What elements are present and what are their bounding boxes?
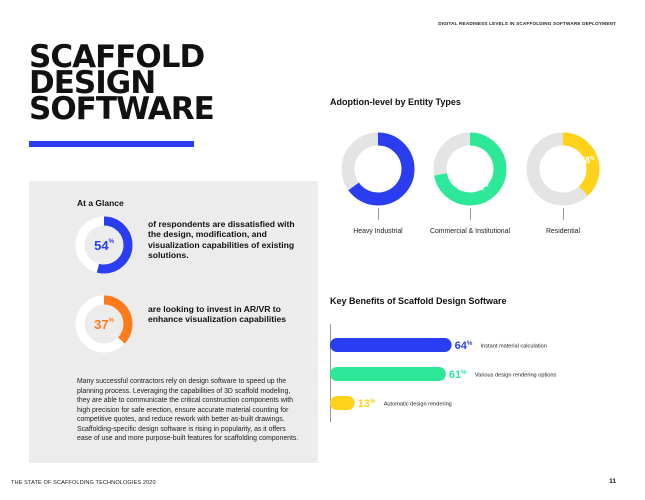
donut-category-label: Residential [545,228,581,235]
stat-description: are looking to invest in AR/VR to enhanc… [148,304,287,325]
title-line-3: SOFTWARE [29,91,215,127]
bar [330,338,452,352]
donut-chart: 38% [526,132,600,206]
glance-title: At a Glance [77,198,124,208]
donut-arc [526,132,600,206]
page-title: SCAFFOLD DESIGN SOFTWARE [29,39,215,127]
bar-value-label: 61% [449,369,467,381]
leader-line [378,208,379,220]
bar-category-label: Various design rendering options [475,373,557,379]
title-line-2: DESIGN [29,65,156,101]
donut-chart: 72% [433,132,507,206]
donut-value-label: 38% [580,155,595,165]
benefits-bar-chart: 64% Instant material calculation 61% Variou… [330,324,557,422]
donut-arc [433,132,507,206]
stat-description: of respondents are dissatisfied with the… [148,219,295,261]
stat-ring-dissatisfied [75,216,133,274]
donut-value-label: 72% [474,182,489,192]
donut-value-label: 65% [369,178,384,188]
bar [330,396,355,410]
bar-value-label: 64% [455,340,473,352]
leader-line [563,208,564,220]
page-number: 11 [609,478,616,485]
bar-category-label: Instant material calculation [481,344,547,350]
bar-value-label: 13% [358,398,376,410]
stat-ring-arc [75,216,133,274]
header-tag: DIGITAL READINESS LEVELS IN SCAFFOLDING … [438,21,616,26]
donut-category-label: Heavy Industrial [353,228,403,235]
stat-percentage: 37% [94,317,114,332]
donut-category-label: Commercial & Institutional [429,228,511,235]
donut-arc [341,132,415,206]
title-underline [29,141,194,147]
bar [330,367,446,381]
stat-ring-arc [75,295,133,353]
leader-line [470,208,471,220]
stat-percentage: 54% [94,238,114,253]
title-line-1: SCAFFOLD [29,39,205,75]
at-a-glance-panel: At a Glance 54% of respondents are dissa… [29,181,318,463]
benefits-chart-title: Key Benefits of Scaffold Design Software [330,296,507,306]
donut-chart: 65% [341,132,415,206]
bar-category-label: Automatic design rendering [384,402,452,408]
adoption-section-title: Adoption-level by Entity Types [330,97,461,107]
stat-ring-ar-vr [75,295,133,353]
footer-report-title: THE STATE OF SCAFFOLDING TECHNOLOGIES 20… [11,480,156,486]
glance-body-text: Many successful contractors rely on desi… [77,378,299,442]
